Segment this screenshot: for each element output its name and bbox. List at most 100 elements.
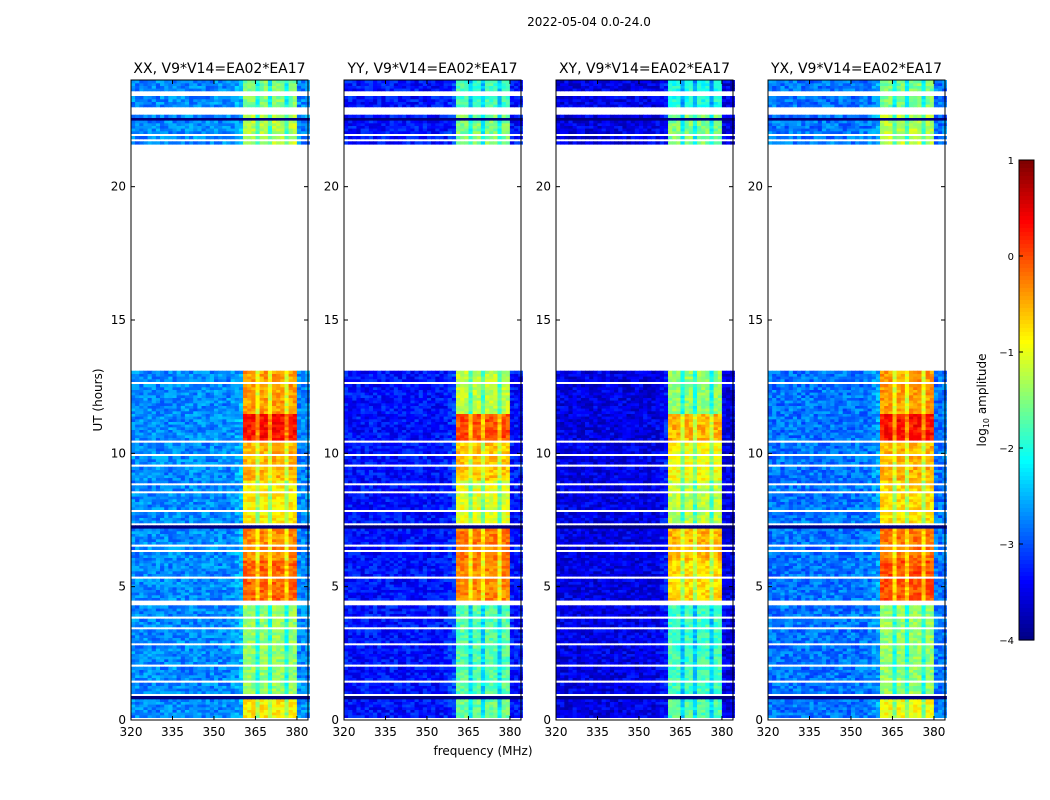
heatmap-cell <box>160 136 165 139</box>
heatmap-cell <box>148 512 153 515</box>
heatmap-cell <box>243 136 248 139</box>
heatmap-cell <box>181 547 186 550</box>
heatmap-cell <box>139 467 144 470</box>
heatmap-cell <box>218 683 223 686</box>
heatmap-cell <box>148 525 153 528</box>
heatmap-cell <box>189 136 194 139</box>
heatmap-cell <box>164 136 169 139</box>
heatmap-cell <box>143 141 148 144</box>
heatmap-cell <box>139 579 144 582</box>
heatmap-cell <box>214 141 219 144</box>
heatmap-cell <box>156 485 161 488</box>
heatmap-cell <box>285 552 290 555</box>
heatmap-cell <box>152 371 157 374</box>
heatmap-cell <box>177 645 182 648</box>
heatmap-cell <box>293 443 298 446</box>
heatmap-cell <box>197 443 202 446</box>
heatmap-cell <box>247 525 252 528</box>
heatmap-cell <box>260 552 265 555</box>
heatmap-cell <box>139 525 144 528</box>
heatmap-cell <box>276 619 281 622</box>
heatmap-cell <box>181 371 186 374</box>
heatmap-cell <box>235 136 240 139</box>
heatmap-cell <box>214 456 219 459</box>
heatmap-cell <box>156 384 161 387</box>
heatmap-cell <box>181 579 186 582</box>
heatmap-cell <box>256 512 261 515</box>
heatmap-cell <box>193 667 198 670</box>
heatmap-cell <box>218 485 223 488</box>
heatmap-cell <box>235 629 240 632</box>
heatmap-cell <box>210 696 215 699</box>
heatmap-cell <box>235 525 240 528</box>
heatmap-cell <box>247 485 252 488</box>
heatmap-cell <box>272 683 277 686</box>
heatmap-cell <box>268 619 273 622</box>
heatmap-cell <box>206 645 211 648</box>
heatmap-cell <box>206 629 211 632</box>
heatmap-cell <box>193 645 198 648</box>
heatmap-cell <box>131 629 136 632</box>
heatmap-cell <box>226 629 231 632</box>
heatmap-cell <box>243 493 248 496</box>
heatmap-cell <box>260 645 265 648</box>
heatmap-cell <box>168 443 173 446</box>
heatmap-cell <box>235 456 240 459</box>
heatmap-cell <box>276 141 281 144</box>
heatmap-cell <box>177 384 182 387</box>
heatmap-cell <box>131 667 136 670</box>
heatmap-cell <box>168 667 173 670</box>
heatmap-cell <box>268 485 273 488</box>
heatmap-cell <box>231 371 236 374</box>
heatmap-cell <box>156 619 161 622</box>
heatmap-cell <box>243 456 248 459</box>
heatmap-cell <box>235 493 240 496</box>
heatmap-cell <box>139 443 144 446</box>
heatmap-cell <box>268 384 273 387</box>
heatmap-cell <box>135 645 140 648</box>
heatmap-cell <box>285 485 290 488</box>
heatmap-cell <box>243 629 248 632</box>
heatmap-cell <box>293 136 298 139</box>
heatmap-cell <box>143 696 148 699</box>
heatmap-cell <box>235 667 240 670</box>
heatmap-cell <box>168 579 173 582</box>
heatmap-cell <box>206 141 211 144</box>
heatmap-cell <box>218 645 223 648</box>
heatmap-cell <box>156 371 161 374</box>
heatmap-cell <box>297 629 302 632</box>
heatmap-cell <box>152 683 157 686</box>
heatmap-cell <box>160 485 165 488</box>
heatmap-cell <box>251 552 256 555</box>
heatmap-cell <box>156 493 161 496</box>
heatmap-cell <box>206 619 211 622</box>
heatmap-cell <box>247 456 252 459</box>
heatmap-cell <box>272 136 277 139</box>
heatmap-cell <box>231 629 236 632</box>
heatmap-cell <box>285 371 290 374</box>
heatmap-cell <box>297 696 302 699</box>
heatmap-cell <box>268 667 273 670</box>
heatmap-cell <box>168 645 173 648</box>
heatmap-cell <box>193 629 198 632</box>
heatmap-cell <box>143 456 148 459</box>
heatmap-cell <box>148 485 153 488</box>
heatmap-cell <box>131 493 136 496</box>
heatmap-cell <box>222 645 227 648</box>
heatmap-cell <box>297 384 302 387</box>
heatmap-cell <box>289 141 294 144</box>
heatmap-cell <box>148 696 153 699</box>
x-axis-label: frequency (MHz) <box>433 744 532 758</box>
heatmap-cell <box>272 443 277 446</box>
heatmap-cell <box>210 467 215 470</box>
heatmap-cell <box>185 141 190 144</box>
heatmap-cell <box>226 485 231 488</box>
heatmap-cell <box>210 141 215 144</box>
heatmap-cell <box>280 485 285 488</box>
heatmap-cell <box>272 456 277 459</box>
heatmap-cell <box>210 667 215 670</box>
heatmap-cell <box>152 136 157 139</box>
heatmap-cell <box>131 141 136 144</box>
heatmap-cell <box>272 467 277 470</box>
heatmap-cell <box>135 512 140 515</box>
